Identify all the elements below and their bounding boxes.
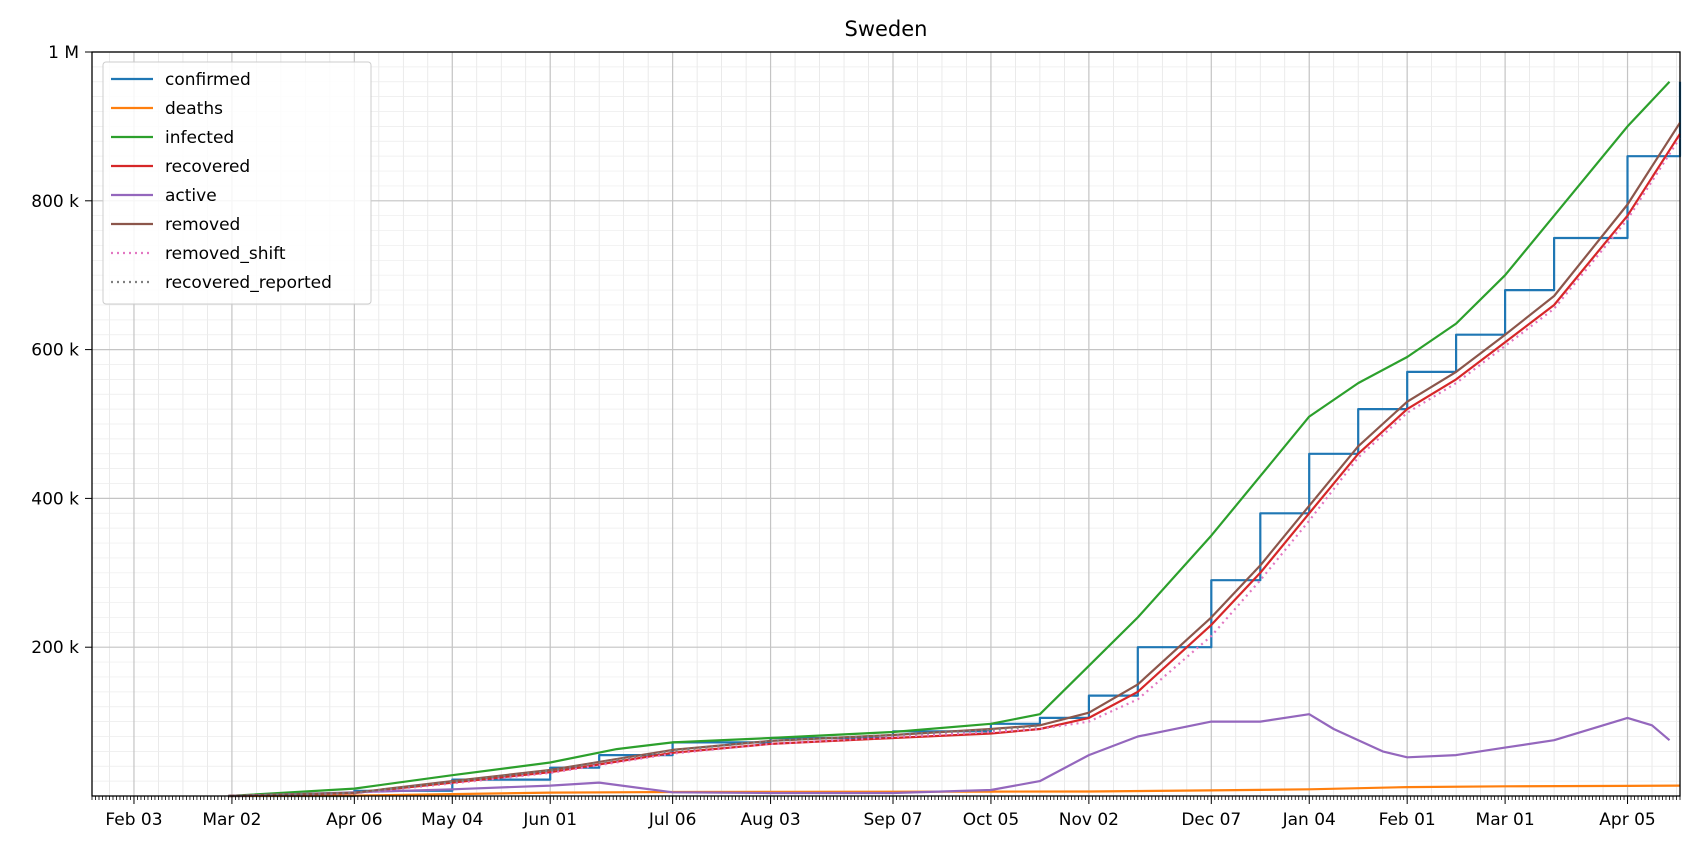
x-tick-label: Mar 02 [202,810,261,830]
x-tick-label: Apr 06 [326,810,382,830]
x-tick-label: Jun 01 [522,810,577,830]
x-tick-label: Jul 06 [648,810,697,830]
x-tick-label: May 04 [421,810,483,830]
chart-title: Sweden [845,17,928,41]
legend-label: removed [165,215,240,235]
x-tick-label: Feb 01 [1379,810,1436,830]
x-tick-label: Nov 02 [1059,810,1119,830]
x-axis: Feb 03 Mar 02 Apr 06 May 04 Jun 01 Jul 06 Aug … [91,796,1681,830]
legend-label: removed_shift [165,244,286,264]
legend-box [102,61,372,305]
series-line-removed-shift [228,137,1681,798]
y-tick-label: 600 k [31,341,79,361]
y-axis: 200 k 400 k 600 k 800 k 1 M [31,43,92,658]
legend-label: deaths [165,99,223,119]
legend-label: confirmed [165,70,251,90]
x-tick-label: Oct 05 [963,810,1019,830]
x-tick-label: Apr 05 [1599,810,1655,830]
legend-label: active [165,186,217,206]
y-tick-label: 1 M [48,43,79,63]
series-line-removed [228,122,1681,798]
y-tick-label: 200 k [31,638,79,658]
legend-label: infected [165,128,234,148]
x-tick-label: Jan 04 [1282,810,1336,830]
legend-label: recovered_reported [165,273,332,293]
x-tick-label: Sep 07 [863,810,922,830]
series-line-recovered [228,133,1681,798]
x-tick-label: Dec 07 [1181,810,1241,830]
legend-label: recovered [165,157,250,177]
series-line-recovered-reported [228,725,1040,798]
series-line-deaths [228,784,1681,798]
series-layer [228,81,1682,798]
series-line-infected [228,81,1671,798]
y-tick-label: 400 k [31,489,79,509]
x-tick-label: Mar 01 [1476,810,1535,830]
y-tick-label: 800 k [31,192,79,212]
legend: confirmed deaths infected recovered active re… [102,61,372,305]
x-tick-label: Feb 03 [105,810,162,830]
x-tick-label: Aug 03 [740,810,800,830]
series-line-active [228,713,1671,798]
